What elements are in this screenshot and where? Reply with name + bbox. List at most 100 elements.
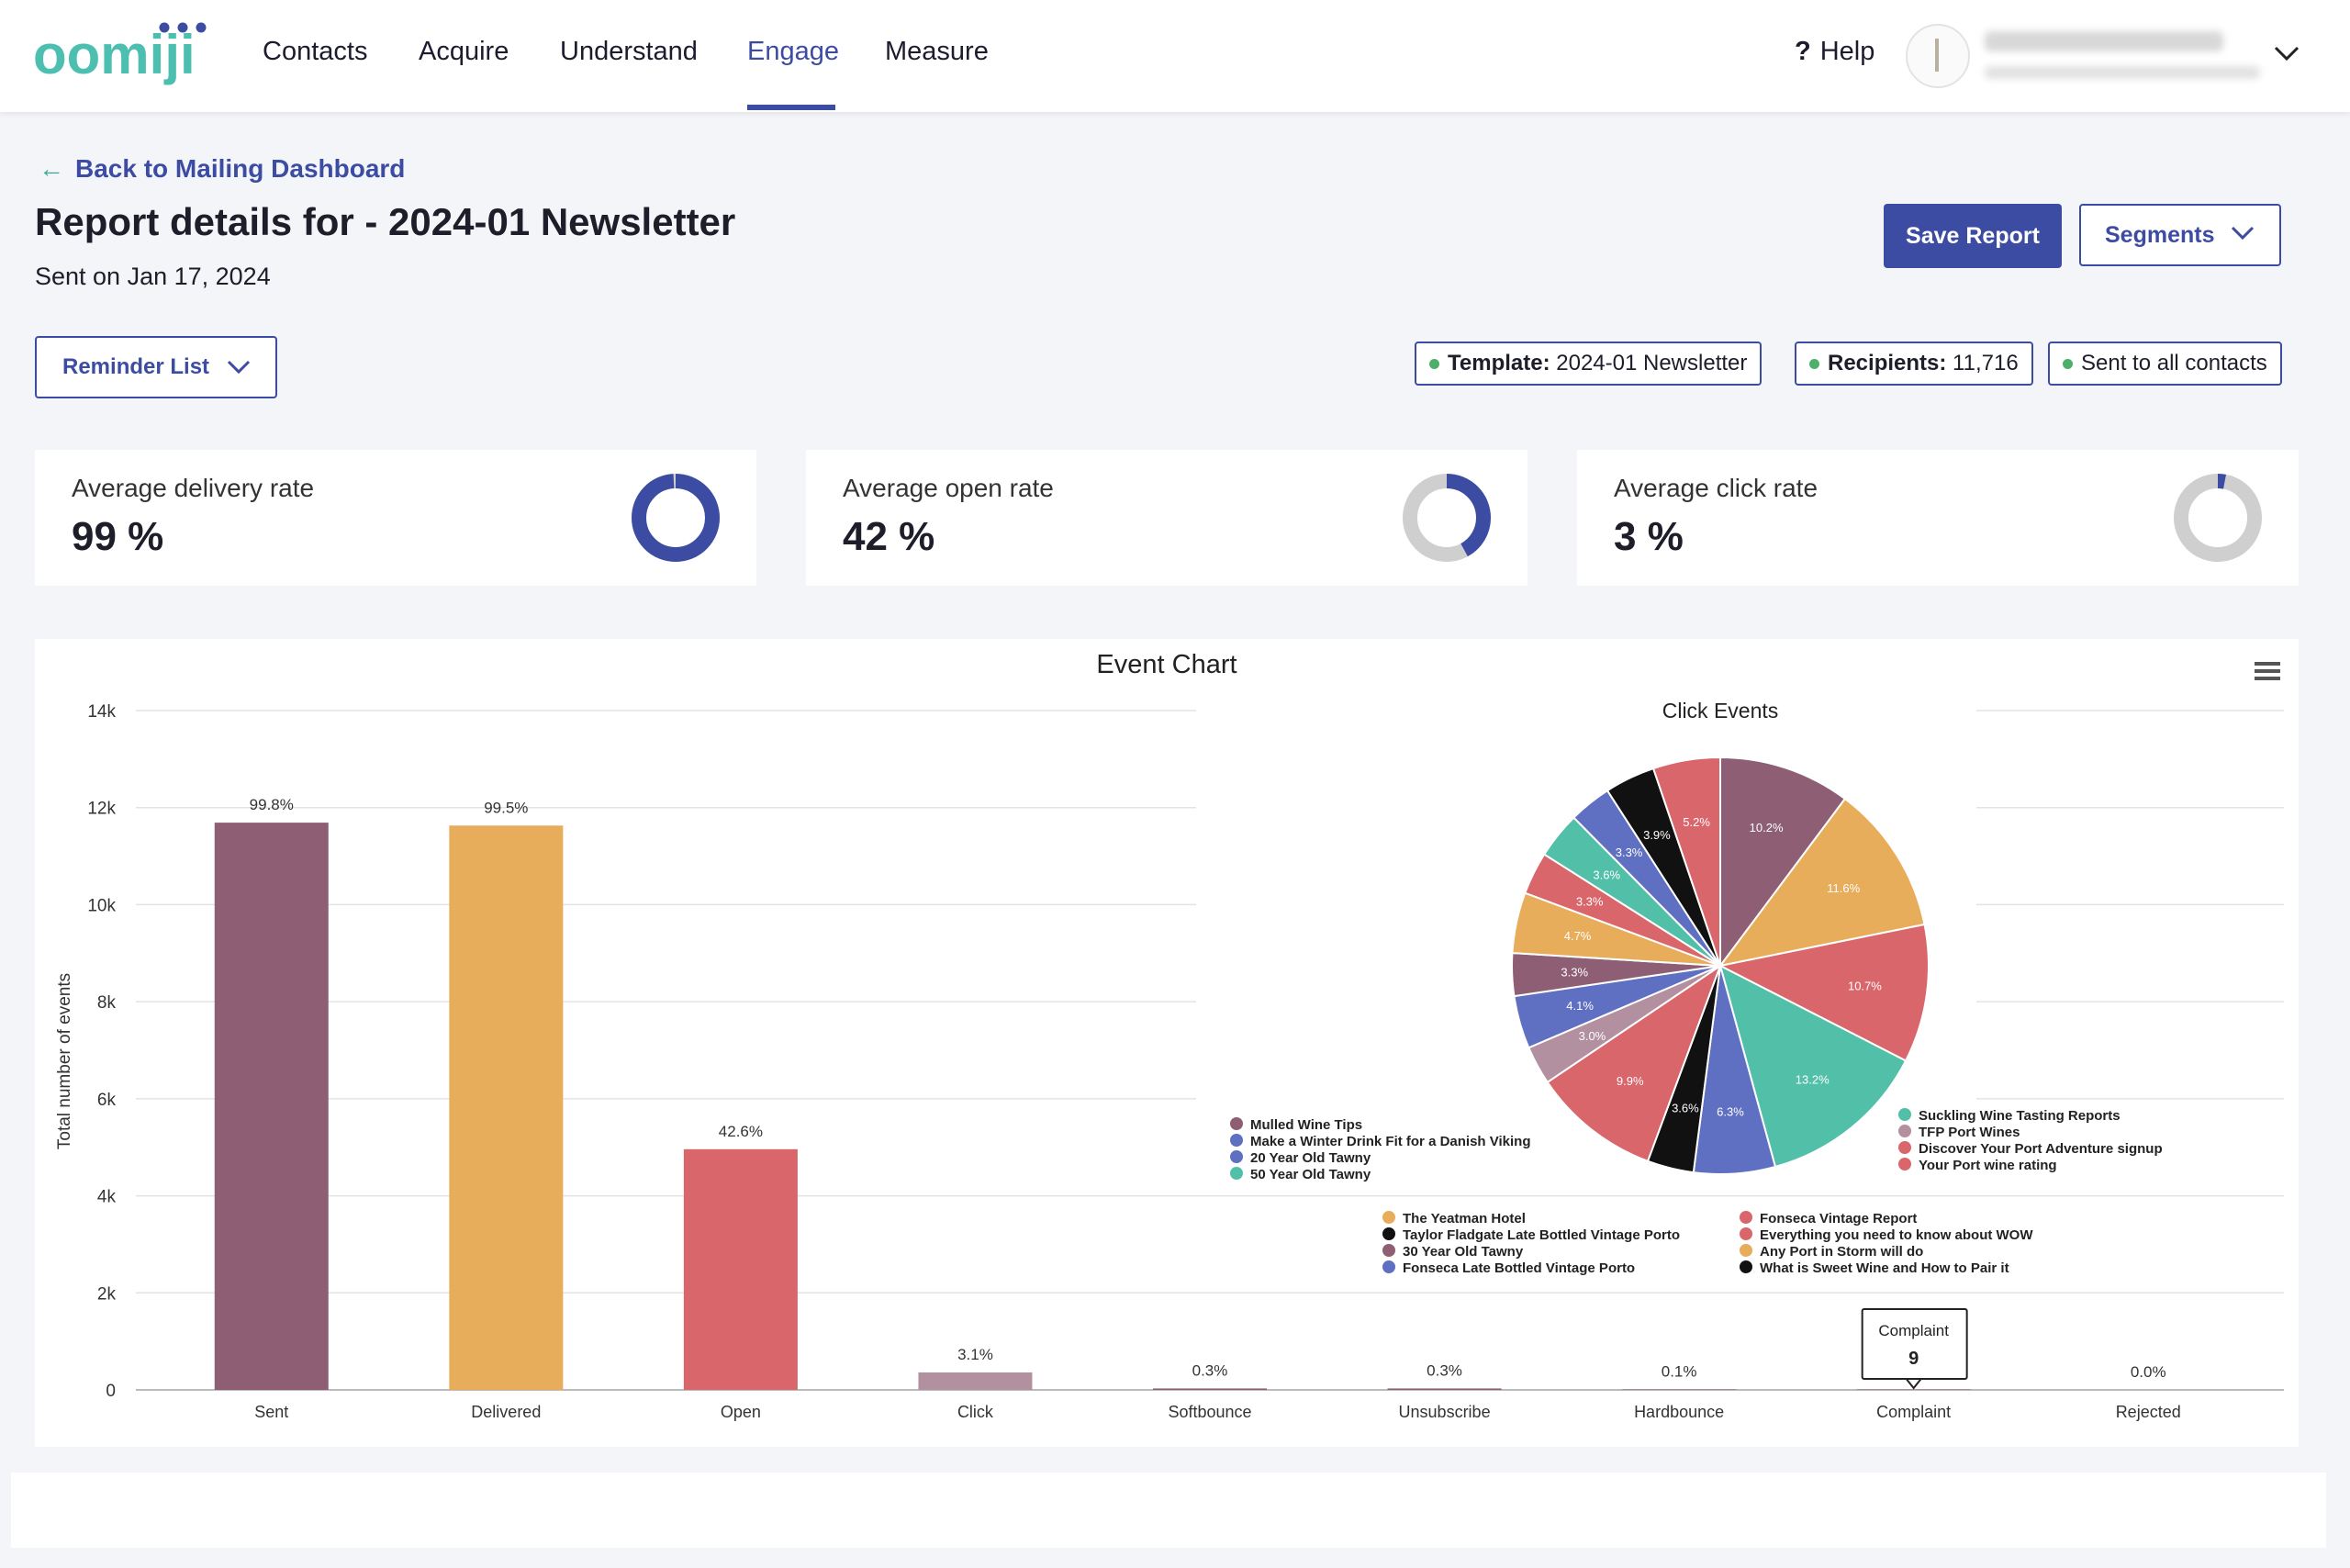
stat-card-open: Average open rate 42 % xyxy=(806,450,1528,586)
y-tick-label: 8k xyxy=(97,993,117,1013)
stat-label: Average open rate xyxy=(843,474,1054,502)
legend-item[interactable]: Fonseca Late Bottled Vintage Porto xyxy=(1403,1260,1635,1276)
legend-item[interactable]: What is Sweet Wine and How to Pair it xyxy=(1760,1260,2009,1276)
tag-value: 2024-01 Newsletter xyxy=(1556,351,1748,375)
legend-item[interactable]: Your Port wine rating xyxy=(1919,1158,2057,1173)
legend-item[interactable]: 20 Year Old Tawny xyxy=(1250,1150,1371,1166)
logo-text: oomiji xyxy=(33,24,196,85)
legend-item[interactable]: Suckling Wine Tasting Reports xyxy=(1919,1108,2121,1124)
x-tick-label: Sent xyxy=(254,1403,288,1421)
y-tick-label: 12k xyxy=(87,800,116,819)
bottom-panel xyxy=(11,1473,2326,1548)
y-tick-label: 14k xyxy=(87,702,116,722)
bar-softbounce[interactable] xyxy=(1153,1388,1267,1390)
chevron-down-icon xyxy=(227,360,251,375)
bar-hardbounce[interactable] xyxy=(1622,1389,1737,1390)
click-events-title: Click Events xyxy=(1662,699,1779,722)
pie-slice[interactable] xyxy=(1719,756,1847,969)
status-dot-icon xyxy=(2063,359,2073,370)
tag-value: 11,716 xyxy=(1953,351,2019,375)
open-donut xyxy=(1403,474,1491,562)
tag-value: Sent to all contacts xyxy=(2081,351,2267,375)
legend-item[interactable]: TFP Port Wines xyxy=(1919,1125,2020,1140)
legend-swatch xyxy=(1230,1134,1243,1147)
status-dot-icon xyxy=(1809,359,1819,370)
donut-fill xyxy=(632,474,720,562)
legend-item[interactable]: Fonseca Vintage Report xyxy=(1760,1211,1917,1226)
recipients-tag: Recipients: 11,716 xyxy=(1795,342,2033,386)
pie-slice-label: 10.7% xyxy=(1848,980,1882,993)
arrow-left-icon: ← xyxy=(39,154,64,183)
save-report-button[interactable]: Save Report xyxy=(1884,204,2062,268)
nav-engage[interactable]: Engage xyxy=(747,37,839,66)
x-tick-label: Softbounce xyxy=(1168,1403,1251,1421)
legend-item[interactable]: Mulled Wine Tips xyxy=(1250,1117,1362,1133)
stat-label: Average click rate xyxy=(1614,474,1818,502)
y-tick-label: 6k xyxy=(97,1091,117,1110)
page-title: Report details for - 2024-01 Newsletter xyxy=(35,200,736,243)
pie-slice[interactable] xyxy=(1651,756,1721,967)
nav-understand[interactable]: Understand xyxy=(560,37,698,66)
pie-slice-label: 5.2% xyxy=(1683,815,1710,829)
legend-swatch xyxy=(1382,1260,1395,1273)
event-chart: Event Chart Total number of events 0 2k 4k… xyxy=(55,650,2284,1421)
reminder-list-dropdown[interactable]: Reminder List xyxy=(35,336,277,398)
pie-slice[interactable] xyxy=(1718,797,1926,968)
top-nav: oomiji Contacts Acquire Understand Engag… xyxy=(0,0,2350,112)
tooltip-label: Complaint xyxy=(1878,1322,1949,1339)
segments-dropdown[interactable]: Segments xyxy=(2079,204,2281,266)
x-tick-label: Click xyxy=(957,1403,994,1421)
tag-key: Recipients: xyxy=(1828,351,1947,375)
account-chevron-down-icon[interactable] xyxy=(2273,44,2300,62)
stat-value: 42 % xyxy=(843,514,935,559)
segments-label: Segments xyxy=(2105,221,2215,248)
stat-card-delivery: Average delivery rate 99 % xyxy=(35,450,756,586)
x-tick-label: Rejected xyxy=(2116,1403,2181,1421)
legend-swatch xyxy=(1740,1244,1752,1257)
legend-item[interactable]: The Yeatman Hotel xyxy=(1403,1211,1526,1226)
audience-tag: Sent to all contacts xyxy=(2048,342,2282,386)
help-link[interactable]: ? Help xyxy=(1795,37,1874,67)
help-label: Help xyxy=(1819,37,1875,66)
back-to-dashboard-link[interactable]: ← Back to Mailing Dashboard xyxy=(39,154,405,184)
pie-slice[interactable] xyxy=(1546,963,1723,1163)
account-avatar[interactable] xyxy=(1906,24,1970,88)
nav-contacts[interactable]: Contacts xyxy=(263,37,368,66)
legend-item[interactable]: 30 Year Old Tawny xyxy=(1403,1244,1524,1260)
y-tick-label: 2k xyxy=(97,1284,117,1304)
legend-item[interactable]: Everything you need to know about WOW xyxy=(1760,1227,2033,1243)
legend-item[interactable]: Taylor Fladgate Late Bottled Vintage Por… xyxy=(1403,1227,1680,1243)
legend-item[interactable]: Make a Winter Drink Fit for a Danish Vik… xyxy=(1250,1134,1531,1149)
bar-delivered[interactable] xyxy=(449,825,564,1390)
nav-measure[interactable]: Measure xyxy=(885,37,989,66)
x-tick-label: Hardbounce xyxy=(1634,1403,1724,1421)
pie-slice-label: 4.7% xyxy=(1564,929,1592,943)
click-donut xyxy=(2174,474,2262,562)
bar-click[interactable] xyxy=(918,1372,1033,1390)
pie-slice-label: 10.2% xyxy=(1750,821,1784,834)
legend-item[interactable]: 50 Year Old Tawny xyxy=(1250,1167,1371,1182)
legend-swatch xyxy=(1230,1150,1243,1163)
bar-open[interactable] xyxy=(683,1148,798,1390)
pie-slice[interactable] xyxy=(1718,964,1908,1169)
x-tick-label: Unsubscribe xyxy=(1399,1403,1491,1421)
tag-key: Template: xyxy=(1448,351,1550,375)
pie-slice-label: 13.2% xyxy=(1796,1072,1830,1086)
nav-acquire[interactable]: Acquire xyxy=(419,37,509,66)
tooltip-pointer xyxy=(1904,1378,1923,1390)
pie-slice[interactable] xyxy=(1717,923,1930,1062)
question-icon: ? xyxy=(1795,37,1811,66)
legend-swatch xyxy=(1382,1244,1395,1257)
hamburger-menu-icon[interactable] xyxy=(2255,662,2280,680)
legend-item[interactable]: Any Port in Storm will do xyxy=(1760,1244,1923,1260)
brand-logo[interactable]: oomiji xyxy=(33,20,217,95)
legend-item[interactable]: Discover Your Port Adventure signup xyxy=(1919,1141,2163,1157)
bar-sent[interactable] xyxy=(214,823,329,1390)
pie-slice-label: 6.3% xyxy=(1717,1105,1744,1119)
donut-fill xyxy=(2174,474,2262,562)
bar-unsubscribe[interactable] xyxy=(1387,1388,1502,1390)
y-tick-label: 10k xyxy=(87,896,116,915)
pie-slice-label: 3.0% xyxy=(1579,1029,1606,1043)
